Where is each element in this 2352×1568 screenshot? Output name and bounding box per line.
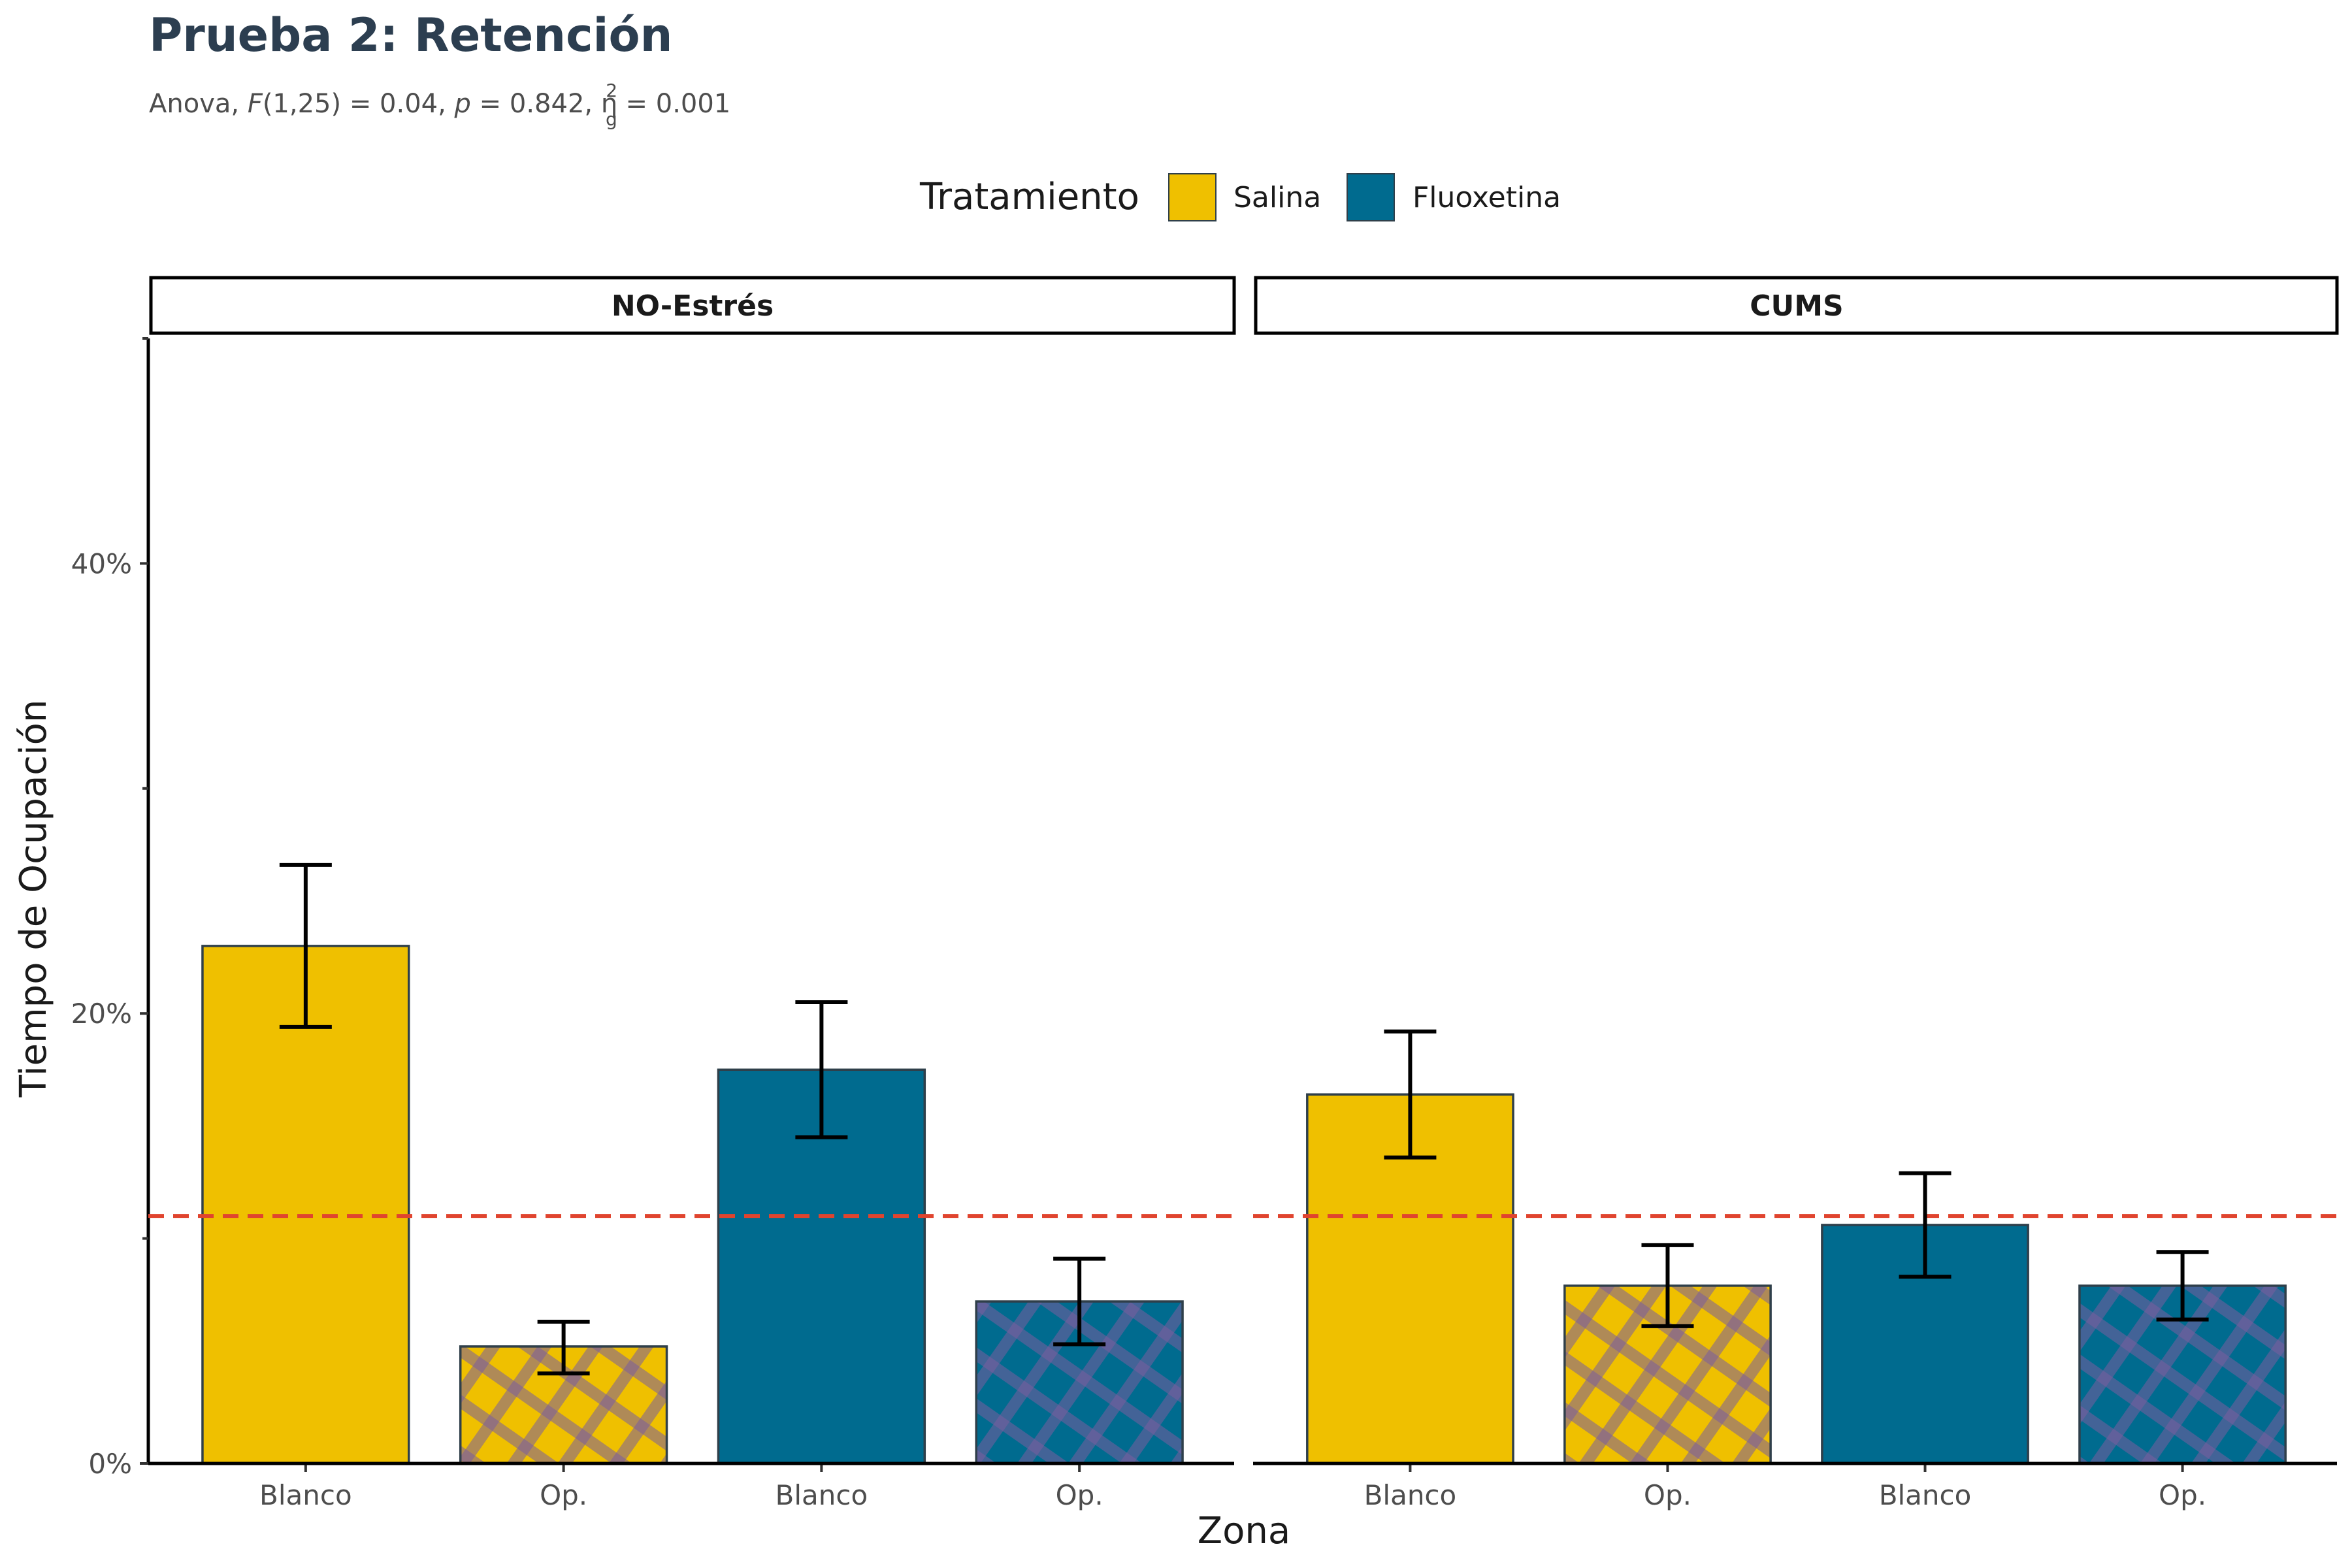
subtitle-eta-sup: 2 — [606, 80, 617, 101]
strip-label-no-estres: NO-Estrés — [612, 289, 774, 323]
legend-label-fluoxetina: Fluoxetina — [1413, 181, 1561, 214]
y-tick-label: 40% — [71, 547, 132, 580]
x-tick-label: Op. — [1644, 1479, 1691, 1511]
strip-label-cums: CUMS — [1750, 289, 1844, 323]
strip-cums: CUMS — [1254, 276, 2339, 335]
subtitle-p-symbol: p — [454, 89, 471, 119]
y-axis: 0% 20% 40% — [71, 337, 150, 1480]
x-axis: Blanco Op. Blanco Op. Blanco Op. Blanco Op. — [148, 1462, 2337, 1511]
legend-key-fluoxetina — [1347, 173, 1395, 221]
x-axis-title: Zona — [1198, 1510, 1290, 1552]
x-tick-label: Op. — [540, 1479, 587, 1511]
x-tick-label: Blanco — [776, 1479, 868, 1511]
legend-label-salina: Salina — [1233, 181, 1321, 214]
x-tick-label: Blanco — [1364, 1479, 1457, 1511]
subtitle-eta-symbol: η — [601, 89, 617, 119]
chart-subtitle: Anova, F(1,25) = 0.04, p = 0.842, η2 g = … — [149, 80, 730, 130]
error-bars — [279, 862, 2209, 1376]
legend-title: Tratamiento — [919, 176, 1139, 218]
x-tick-label: Blanco — [1879, 1479, 1972, 1511]
subtitle-f-symbol: F — [248, 89, 263, 119]
subtitle-eta-sub: g — [606, 108, 617, 130]
chart-title: Prueba 2: Retención — [149, 8, 672, 62]
x-tick-label: Op. — [2159, 1479, 2206, 1511]
subtitle-prefix: Anova, — [149, 89, 248, 119]
legend: Tratamiento Salina Fluoxetina — [919, 173, 1561, 221]
y-tick-label: 0% — [88, 1448, 132, 1480]
x-tick-label: Op. — [1056, 1479, 1103, 1511]
bars — [201, 945, 2287, 1465]
subtitle-f-value: (1,25) = 0.04, — [263, 89, 455, 119]
y-tick-label: 20% — [71, 998, 132, 1030]
strip-no-estres: NO-Estrés — [149, 276, 1236, 335]
x-tick-label: Blanco — [259, 1479, 352, 1511]
legend-key-salina — [1168, 173, 1217, 221]
subtitle-eta-value: = 0.001 — [617, 89, 730, 119]
y-axis-title: Tiempo de Ocupación — [12, 700, 55, 1098]
subtitle-p-value: = 0.842, — [471, 89, 601, 119]
